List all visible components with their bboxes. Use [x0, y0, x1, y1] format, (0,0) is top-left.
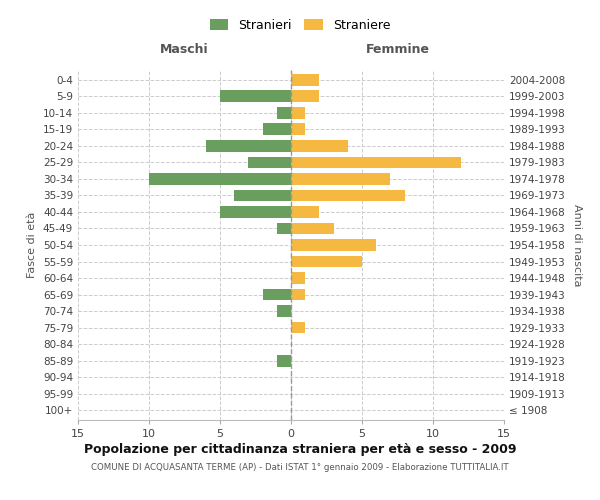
Y-axis label: Fasce di età: Fasce di età: [28, 212, 37, 278]
Bar: [206, 140, 291, 152]
Bar: [277, 354, 291, 366]
Bar: [220, 206, 291, 218]
Bar: [291, 124, 305, 136]
Bar: [149, 173, 291, 185]
Bar: [291, 140, 348, 152]
Bar: [263, 288, 291, 300]
Bar: [291, 322, 305, 334]
Y-axis label: Anni di nascita: Anni di nascita: [572, 204, 582, 286]
Text: Popolazione per cittadinanza straniera per età e sesso - 2009: Popolazione per cittadinanza straniera p…: [84, 442, 516, 456]
Bar: [291, 288, 305, 300]
Text: Maschi: Maschi: [160, 43, 209, 56]
Bar: [291, 90, 319, 102]
Bar: [234, 190, 291, 202]
Bar: [291, 222, 334, 234]
Bar: [291, 190, 404, 202]
Bar: [291, 239, 376, 251]
Text: COMUNE DI ACQUASANTA TERME (AP) - Dati ISTAT 1° gennaio 2009 - Elaborazione TUTT: COMUNE DI ACQUASANTA TERME (AP) - Dati I…: [91, 462, 509, 471]
Bar: [277, 305, 291, 317]
Bar: [277, 107, 291, 119]
Bar: [248, 156, 291, 168]
Bar: [291, 206, 319, 218]
Bar: [220, 90, 291, 102]
Bar: [291, 173, 391, 185]
Text: Femmine: Femmine: [365, 43, 430, 56]
Bar: [291, 107, 305, 119]
Bar: [291, 156, 461, 168]
Bar: [291, 74, 319, 86]
Bar: [291, 272, 305, 284]
Bar: [291, 256, 362, 268]
Bar: [277, 222, 291, 234]
Legend: Stranieri, Straniere: Stranieri, Straniere: [205, 14, 395, 37]
Bar: [263, 124, 291, 136]
